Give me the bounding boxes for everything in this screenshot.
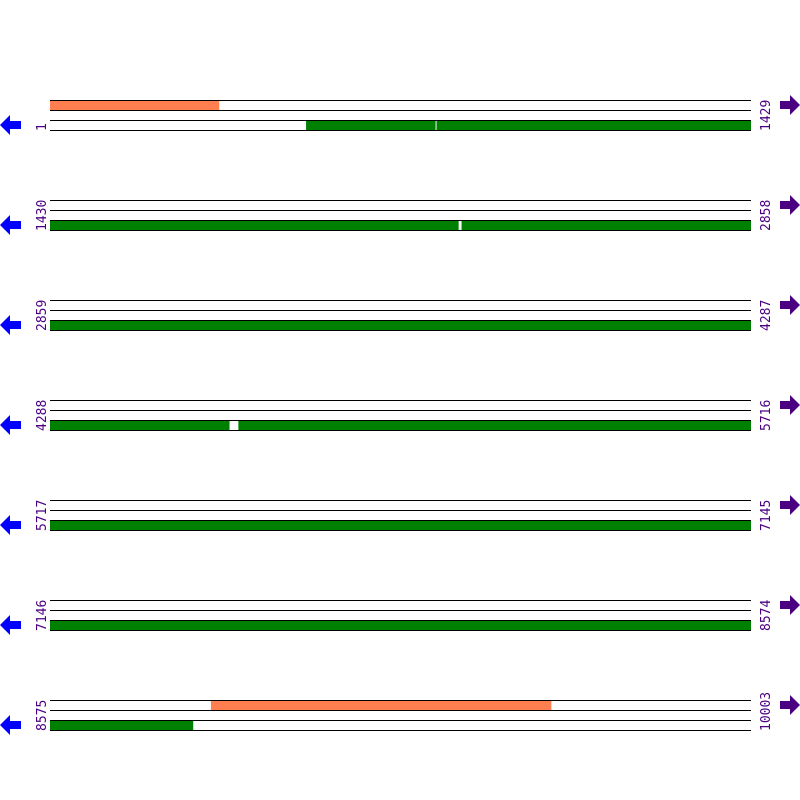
start-position-label: 1430 [35,200,50,231]
start-position-label: 8575 [35,700,50,731]
end-position-label: 5716 [759,400,774,431]
arrow-right-icon[interactable] [780,295,800,315]
arrow-right-icon[interactable] [780,495,800,515]
arrow-right-icon[interactable] [780,695,800,715]
arrow-right-icon[interactable] [780,195,800,215]
sequence-row: 1430 2858 [0,195,800,235]
sequence-row: 7146 8574 [0,595,800,635]
orf-reverse [238,420,751,430]
arrow-left-icon[interactable] [0,415,21,435]
orf-reverse [50,520,751,530]
arrow-left-icon[interactable] [0,515,21,535]
sequence-row: 5717 7145 [0,495,800,535]
orf-reverse [50,620,751,630]
start-position-label: 7146 [35,600,50,631]
arrow-left-icon[interactable] [0,215,21,235]
end-position-label: 4287 [759,300,774,331]
start-position-label: 2859 [35,300,50,331]
sequence-row: 4288 5716 [0,395,800,435]
arrow-left-icon[interactable] [0,315,21,335]
end-position-label: 10003 [759,692,774,731]
end-position-label: 1429 [759,100,774,131]
start-position-label: 5717 [35,500,50,531]
arrow-left-icon[interactable] [0,115,21,135]
arrow-left-icon[interactable] [0,715,21,735]
end-position-label: 7145 [759,500,774,531]
orf-reverse [50,720,194,730]
arrow-right-icon[interactable] [780,395,800,415]
end-position-label: 8574 [759,600,774,631]
end-position-label: 2858 [759,200,774,231]
arrow-right-icon[interactable] [780,595,800,615]
orf-reverse [50,220,459,230]
orf-reverse [50,420,230,430]
orf-forward [50,100,220,110]
start-position-label: 4288 [35,400,50,431]
sequence-row: 2859 4287 [0,295,800,335]
orf-reverse [50,320,751,330]
orf-forward [210,700,552,710]
orf-reverse [306,120,436,130]
start-position-label: 1 [35,123,50,131]
sequence-row: 1 1429 [0,95,800,135]
arrow-left-icon[interactable] [0,615,21,635]
arrow-right-icon[interactable] [780,95,800,115]
orf-reverse [461,220,751,230]
orf-reverse [436,120,751,130]
sequence-row: 8575 10003 [0,692,800,735]
